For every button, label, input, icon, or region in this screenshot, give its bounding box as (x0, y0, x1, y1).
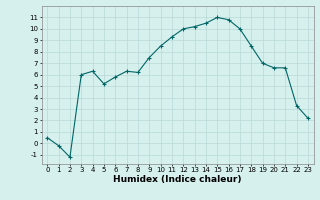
X-axis label: Humidex (Indice chaleur): Humidex (Indice chaleur) (113, 175, 242, 184)
